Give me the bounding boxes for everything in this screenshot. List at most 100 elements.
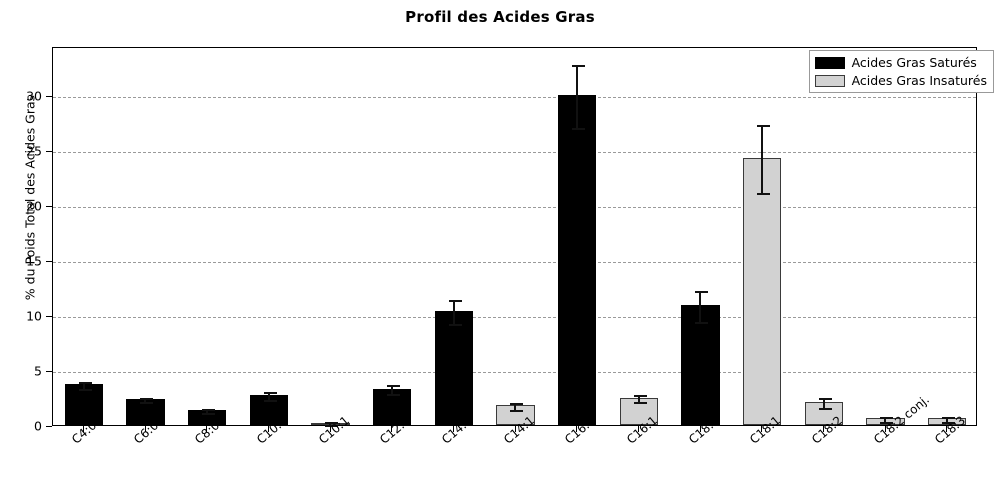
bar-group[interactable]: [743, 48, 782, 425]
gridline: [53, 152, 976, 154]
x-tick-label: C18:2 conj.: [870, 392, 932, 447]
x-tick-mark: [144, 426, 146, 432]
error-bar-cap-bottom: [510, 409, 524, 412]
bar[interactable]: [681, 305, 720, 425]
bar-group[interactable]: [373, 48, 412, 425]
error-bar-cap-top: [818, 397, 832, 400]
x-tick-label: C12:0: [377, 413, 414, 447]
y-tick-mark: [46, 426, 52, 427]
legend-label-saturated: Acides Gras Saturés: [851, 55, 977, 70]
bar-group[interactable]: [188, 48, 227, 425]
error-bar-cap-bottom: [387, 394, 401, 397]
x-tick-label: C8:0: [192, 418, 223, 447]
y-tick-label: 20: [26, 198, 42, 214]
bar-group[interactable]: [434, 48, 473, 425]
bar-group[interactable]: [804, 48, 843, 425]
error-bar: [880, 417, 894, 424]
bar-group[interactable]: [681, 48, 720, 425]
legend-item-saturated: Acides Gras Saturés: [814, 55, 987, 70]
gridlines: [53, 48, 976, 425]
error-bar-cap-bottom: [78, 389, 92, 392]
x-tick-label: C14:1: [500, 413, 537, 447]
error-bar-cap-bottom: [325, 425, 339, 428]
x-tick-mark: [267, 426, 269, 432]
error-bar-cap-top: [572, 64, 586, 67]
gridline: [53, 262, 976, 264]
bar-group[interactable]: [126, 48, 165, 425]
y-tick-mark: [46, 261, 52, 263]
error-bar-cap-bottom: [202, 413, 216, 416]
y-tick-label: 5: [34, 363, 42, 379]
error-bar-cap-top: [325, 422, 339, 425]
x-tick-label: C4:0: [68, 418, 100, 447]
x-tick-label: C16:0: [562, 413, 599, 447]
bar-group[interactable]: [249, 48, 288, 425]
x-tick-mark: [576, 426, 578, 432]
bar-group[interactable]: [619, 48, 658, 425]
error-bar-cap-top: [448, 299, 462, 302]
legend-swatch-saturated: [814, 56, 845, 69]
bar-group[interactable]: [558, 48, 597, 425]
error-bar-cap-bottom: [695, 321, 709, 324]
error-bar-cap-bottom: [757, 193, 771, 196]
bar[interactable]: [558, 95, 597, 425]
x-tick-label: C16:1: [623, 413, 660, 447]
bar-group[interactable]: [311, 48, 350, 428]
error-bar-cap-top: [263, 391, 277, 394]
x-tick-label: C18:2: [808, 413, 845, 447]
error-bar-cap-top: [695, 290, 709, 293]
error-bar-cap-bottom: [263, 399, 277, 402]
bar-group[interactable]: [866, 48, 905, 425]
error-bar: [572, 64, 586, 131]
error-bar: [942, 417, 956, 424]
gridline: [53, 97, 976, 99]
x-tick-label: C10:0: [253, 413, 290, 447]
error-bar-cap-bottom: [140, 402, 154, 405]
x-tick-mark: [699, 426, 701, 432]
error-bar-cap-top: [78, 381, 92, 384]
x-tick-mark: [329, 426, 331, 432]
bar-group[interactable]: [496, 48, 535, 425]
bar[interactable]: [743, 158, 782, 425]
y-tick-mark: [46, 206, 52, 208]
error-bar-cap-bottom: [448, 323, 462, 326]
error-bar-cap-bottom: [818, 407, 832, 410]
x-tick-mark: [637, 426, 639, 432]
error-bar: [263, 391, 277, 402]
x-tick-label: C18:3: [932, 413, 969, 447]
y-tick-label: 30: [26, 88, 42, 104]
x-tick-label: C18:1: [747, 413, 784, 447]
error-bar: [695, 290, 709, 324]
legend: Acides Gras Saturés Acides Gras Insaturé…: [808, 50, 994, 93]
error-bar-cap-top: [880, 417, 894, 420]
x-tick-mark: [822, 426, 824, 432]
error-bar: [325, 422, 339, 428]
bar[interactable]: [126, 399, 165, 425]
y-tick-mark: [46, 151, 52, 153]
x-tick-label: C14:0: [438, 413, 475, 447]
x-tick-mark: [946, 426, 948, 432]
x-tick-mark: [206, 426, 208, 432]
x-tick-label: C10:1: [315, 413, 352, 447]
error-bar-cap-top: [757, 124, 771, 127]
error-bar: [140, 397, 154, 405]
x-tick-mark: [82, 426, 84, 432]
bars-container: [53, 48, 976, 428]
error-bar: [448, 299, 462, 326]
x-tick-mark: [514, 426, 516, 432]
x-tick-mark: [391, 426, 393, 432]
error-bar-cap-bottom: [880, 421, 894, 424]
y-tick-mark: [46, 96, 52, 98]
gridline: [53, 372, 976, 374]
x-tick-mark: [884, 426, 886, 432]
y-tick-label: 10: [26, 308, 42, 324]
error-bar-cap-top: [140, 397, 154, 400]
error-bar: [510, 402, 524, 412]
bar-group[interactable]: [64, 48, 103, 425]
error-bar-cap-top: [942, 417, 956, 420]
error-bar-cap-bottom: [572, 128, 586, 131]
bar-group[interactable]: [928, 48, 967, 425]
error-bar: [633, 395, 647, 404]
